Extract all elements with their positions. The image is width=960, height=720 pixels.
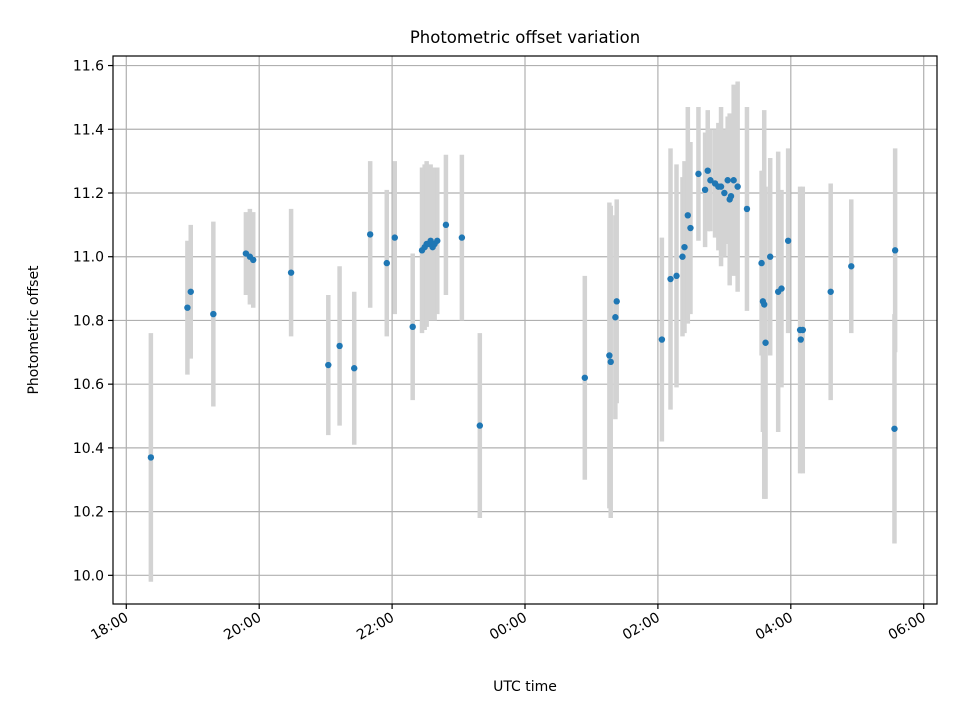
data-points xyxy=(147,167,899,461)
data-point xyxy=(476,422,484,429)
chart-title: Photometric offset variation xyxy=(410,28,640,47)
y-tick-label: 11.0 xyxy=(73,250,104,266)
data-point xyxy=(287,269,295,276)
data-point xyxy=(891,425,898,432)
data-point xyxy=(762,339,769,346)
data-point xyxy=(687,224,694,232)
y-tick-label: 10.4 xyxy=(73,441,104,457)
data-point xyxy=(778,285,785,292)
data-point xyxy=(391,234,398,241)
data-point xyxy=(684,212,692,219)
data-point xyxy=(681,243,688,251)
data-point xyxy=(799,326,806,334)
data-point xyxy=(717,183,725,190)
data-point xyxy=(679,253,686,260)
data-point xyxy=(581,374,589,381)
data-point xyxy=(606,352,613,359)
data-point xyxy=(704,167,711,174)
data-point xyxy=(607,358,614,366)
data-point xyxy=(767,253,774,260)
x-axis-label: UTC time xyxy=(493,679,557,695)
y-tick-label: 11.2 xyxy=(73,186,104,202)
y-tick-label: 10.0 xyxy=(73,568,104,584)
data-point xyxy=(721,189,728,197)
data-point xyxy=(827,288,834,295)
data-point xyxy=(434,237,441,244)
y-tick-label: 10.8 xyxy=(73,313,104,329)
data-point xyxy=(701,186,709,194)
data-point xyxy=(784,237,792,244)
data-point xyxy=(658,336,666,343)
data-point xyxy=(761,301,768,308)
data-point xyxy=(673,272,680,280)
data-point xyxy=(184,304,191,311)
data-point xyxy=(325,361,332,369)
data-point xyxy=(730,177,737,184)
data-point xyxy=(724,177,731,184)
data-point xyxy=(351,365,358,372)
data-point xyxy=(734,183,741,190)
data-point xyxy=(250,256,257,264)
data-point xyxy=(891,247,899,254)
y-axis-label: Photometric offset xyxy=(26,265,42,395)
data-point xyxy=(458,234,466,241)
y-tick-label: 10.2 xyxy=(73,505,104,521)
data-point xyxy=(707,177,714,184)
data-point xyxy=(409,323,416,331)
data-point xyxy=(727,192,735,200)
y-tick-label: 10.6 xyxy=(73,377,104,393)
data-point xyxy=(758,259,765,267)
data-point xyxy=(147,454,155,461)
data-point xyxy=(187,288,194,295)
data-point xyxy=(336,342,343,350)
y-tick-label: 11.4 xyxy=(73,122,104,138)
y-tick-label: 11.6 xyxy=(73,59,104,75)
data-point xyxy=(743,205,751,213)
data-point xyxy=(848,263,855,270)
data-point xyxy=(383,259,390,267)
data-point xyxy=(695,170,702,178)
data-point xyxy=(442,221,450,229)
data-point xyxy=(613,298,620,305)
data-point xyxy=(797,336,804,343)
data-point xyxy=(667,275,674,283)
data-point xyxy=(612,314,619,321)
data-point xyxy=(366,231,374,238)
data-point xyxy=(210,310,217,318)
